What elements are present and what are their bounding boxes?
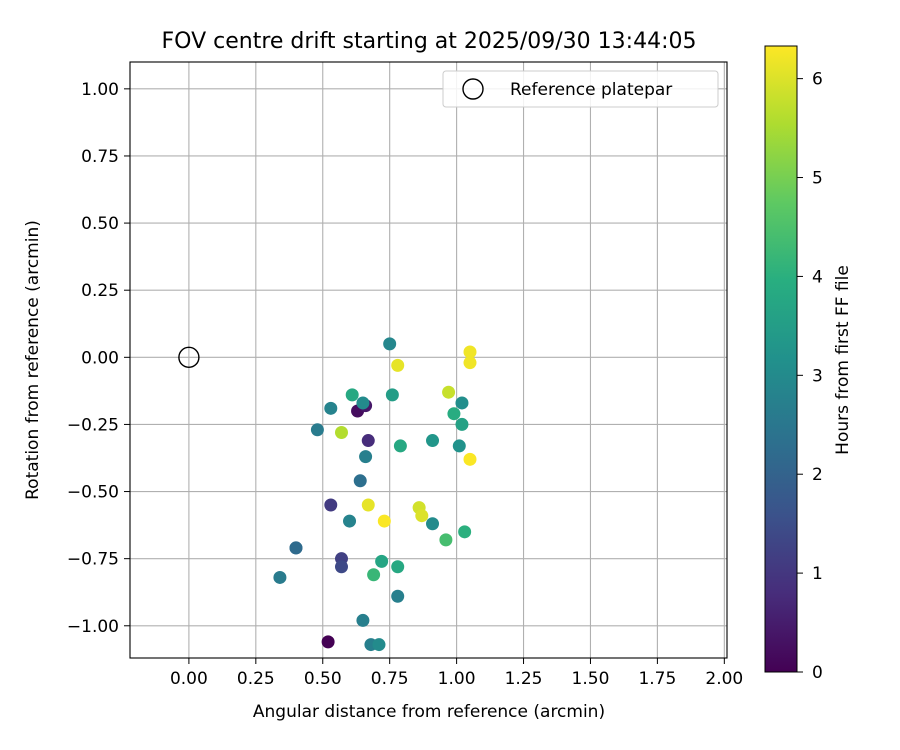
data-point bbox=[458, 525, 472, 539]
data-point bbox=[391, 560, 405, 574]
data-point bbox=[442, 385, 456, 399]
data-point bbox=[463, 356, 477, 370]
y-tick-label: 1.00 bbox=[81, 80, 119, 100]
data-point bbox=[361, 434, 375, 448]
data-point bbox=[334, 560, 348, 574]
data-point bbox=[385, 388, 399, 402]
data-point bbox=[447, 407, 461, 421]
data-point bbox=[356, 613, 370, 627]
data-point bbox=[455, 396, 469, 410]
plot-frame bbox=[129, 61, 728, 659]
colorbar-gradient bbox=[764, 45, 798, 673]
data-point bbox=[321, 635, 335, 649]
y-tick-label: −0.75 bbox=[67, 550, 119, 570]
data-point bbox=[359, 450, 373, 464]
colorbar-tick-label: 6 bbox=[812, 70, 823, 90]
data-point bbox=[372, 638, 386, 652]
x-axis-ticks: 0.00 0.25 0.50 0.75 1.00 1.25 1.50 1.75 2.00 bbox=[170, 658, 743, 689]
x-axis-label: Angular distance from reference (arcmin) bbox=[253, 702, 605, 722]
data-point bbox=[367, 568, 381, 582]
data-point bbox=[426, 434, 440, 448]
data-point bbox=[426, 517, 440, 531]
colorbar-tick-label: 2 bbox=[812, 465, 823, 485]
data-point bbox=[391, 589, 405, 603]
y-axis-label: Rotation from reference (arcmin) bbox=[23, 220, 43, 500]
data-point bbox=[356, 396, 370, 410]
y-tick-label: −0.25 bbox=[67, 415, 119, 435]
x-tick-label: 0.75 bbox=[371, 669, 409, 689]
chart-title: FOV centre drift starting at 2025/09/30 … bbox=[162, 29, 697, 54]
y-axis-ticks: −1.00 −0.75 −0.50 −0.25 0.00 0.25 0.50 0.75 1.00 bbox=[67, 80, 130, 637]
data-point bbox=[391, 358, 405, 372]
legend-marker-icon bbox=[462, 78, 484, 100]
colorbar-tick-label: 4 bbox=[812, 267, 823, 287]
reference-platepar-marker bbox=[178, 346, 200, 369]
data-point bbox=[345, 388, 359, 402]
data-point bbox=[383, 337, 397, 351]
y-tick-label: 0.75 bbox=[81, 147, 119, 167]
data-point bbox=[463, 452, 477, 466]
x-tick-label: 1.50 bbox=[572, 669, 610, 689]
plot-background bbox=[130, 62, 727, 658]
data-points bbox=[273, 337, 477, 652]
legend-entry-reference-platepar: Reference platepar bbox=[510, 80, 672, 100]
data-point bbox=[452, 439, 466, 453]
x-tick-label: 0.00 bbox=[170, 669, 208, 689]
x-tick-label: 1.25 bbox=[505, 669, 543, 689]
x-tick-label: 1.75 bbox=[638, 669, 676, 689]
colorbar-ticks: 0 1 2 3 4 5 6 bbox=[797, 70, 823, 683]
data-point bbox=[353, 474, 367, 488]
grid-lines bbox=[130, 62, 727, 658]
legend: Reference platepar bbox=[442, 70, 719, 108]
data-point bbox=[361, 498, 375, 512]
x-tick-label: 0.50 bbox=[304, 669, 342, 689]
data-point bbox=[324, 401, 338, 415]
data-point bbox=[324, 498, 338, 512]
colorbar-tick-label: 3 bbox=[812, 366, 823, 386]
x-tick-label: 2.00 bbox=[705, 669, 743, 689]
y-tick-label: −0.50 bbox=[67, 483, 119, 503]
y-tick-label: 0.00 bbox=[81, 348, 119, 368]
data-point bbox=[273, 570, 287, 584]
colorbar-tick-label: 0 bbox=[812, 663, 823, 683]
colorbar: 0 1 2 3 4 5 6 Hours from first FF file bbox=[764, 45, 853, 683]
colorbar-tick-label: 1 bbox=[812, 564, 823, 584]
x-tick-label: 0.25 bbox=[237, 669, 275, 689]
y-tick-label: −1.00 bbox=[67, 617, 119, 637]
x-tick-label: 1.00 bbox=[438, 669, 476, 689]
y-tick-label: 0.25 bbox=[81, 281, 119, 301]
data-point bbox=[415, 509, 429, 523]
data-point bbox=[289, 541, 303, 555]
legend-box bbox=[442, 70, 719, 108]
data-point bbox=[310, 423, 324, 437]
data-point bbox=[343, 514, 357, 528]
data-point bbox=[455, 417, 469, 431]
data-point bbox=[463, 345, 477, 359]
y-tick-label: 0.50 bbox=[81, 214, 119, 234]
colorbar-label: Hours from first FF file bbox=[833, 265, 853, 455]
colorbar-tick-label: 5 bbox=[812, 169, 823, 189]
data-point bbox=[393, 439, 407, 453]
data-point bbox=[375, 554, 389, 568]
data-point bbox=[377, 514, 391, 528]
data-point bbox=[334, 425, 348, 439]
data-point bbox=[439, 533, 453, 547]
